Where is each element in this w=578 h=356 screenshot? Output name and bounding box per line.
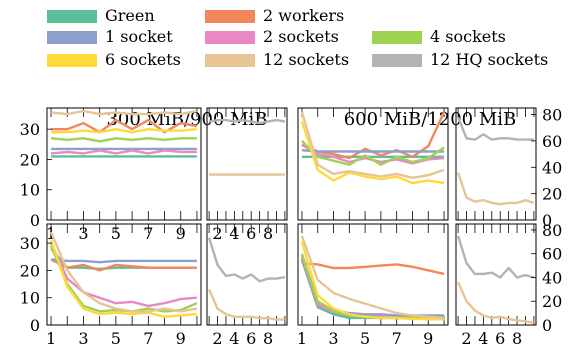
legend-swatch: [47, 10, 97, 23]
y-tick-label: 30: [20, 120, 40, 139]
x-tick-label: 5: [111, 329, 121, 348]
legend-label: Green: [105, 6, 155, 25]
panel-frame: [298, 224, 448, 325]
y-tick-label: 60: [542, 132, 562, 151]
series-line-4-sockets: [51, 138, 197, 141]
legend-label: 12 sockets: [263, 50, 349, 69]
y-tick-label: 80: [542, 221, 562, 240]
x-tick-label: 3: [328, 329, 338, 348]
x-tick-label: 4: [229, 329, 239, 348]
legend-swatch: [47, 31, 97, 44]
legend-swatch: [372, 54, 422, 67]
y-tick-label: 10: [20, 289, 40, 308]
x-tick-label: 3: [78, 329, 88, 348]
series-line-12-sockets: [458, 282, 534, 322]
y-tick-label: 20: [542, 292, 562, 311]
x-tick-label: 9: [176, 329, 186, 348]
x-tick-label: 4: [478, 329, 488, 348]
panel-7: 1 3 5 7 9: [297, 224, 448, 348]
legend: Green 2 workers 1 socket 2 sockets 4 sockets…: [47, 6, 548, 69]
y-tick-label: 40: [542, 158, 562, 177]
y-tick-label: 10: [20, 181, 40, 200]
y-tick-label: 20: [542, 185, 562, 204]
legend-label: 1 socket: [105, 27, 173, 46]
legend-swatch: [205, 10, 255, 23]
legend-entry-12-sockets: 12 sockets: [205, 50, 349, 69]
legend-label: 2 sockets: [263, 27, 339, 46]
legend-label: 12 HQ sockets: [430, 50, 548, 69]
legend-entry-1-socket: 1 socket: [47, 27, 173, 46]
x-tick-label: 1: [46, 329, 56, 348]
legend-entry-4-sockets: 4 sockets: [372, 27, 506, 46]
y-tick-label: 20: [20, 261, 40, 280]
y-tick-label: 20: [20, 150, 40, 169]
legend-label: 4 sockets: [430, 27, 506, 46]
series-line-6-sockets: [51, 129, 197, 132]
x-tick-label: 6: [495, 329, 505, 348]
x-tick-label: 7: [392, 329, 402, 348]
y-tick-label: 40: [542, 268, 562, 287]
series-line-2-sockets: [51, 243, 197, 306]
x-tick-label: 9: [423, 329, 433, 348]
y-tick-label: 80: [542, 106, 562, 125]
panel-8: 0 20 40 60 80 2 4 6 8: [456, 221, 562, 348]
legend-swatch: [205, 54, 255, 67]
series-line-12-sockets: [209, 290, 285, 320]
x-tick-label: 6: [246, 329, 256, 348]
y-tick-label: 0: [542, 316, 552, 335]
legend-swatch: [47, 54, 97, 67]
legend-label: 2 workers: [263, 6, 344, 25]
legend-entry-2-sockets: 2 sockets: [205, 27, 339, 46]
x-tick-label: 5: [360, 329, 370, 348]
y-tick-label: 30: [20, 234, 40, 253]
x-tick-label: 8: [263, 329, 273, 348]
y-tick-label: 0: [30, 316, 40, 335]
y-tick-label: 60: [542, 245, 562, 264]
legend-entry-2-workers: 2 workers: [205, 6, 344, 25]
chart-title-right: 600 MiB/1200 MiB: [344, 109, 517, 130]
legend-label: 6 sockets: [105, 50, 181, 69]
legend-entry-12-hq-sockets: 12 HQ sockets: [372, 50, 548, 69]
series-line-1-socket: [302, 150, 444, 151]
x-tick-label: 2: [461, 329, 471, 348]
series-line-1-socket: [51, 260, 197, 263]
legend-entry-green: Green: [47, 6, 155, 25]
legend-swatch: [205, 31, 255, 44]
x-tick-label: 7: [143, 329, 153, 348]
x-tick-label: 1: [297, 329, 307, 348]
x-tick-label: 8: [512, 329, 522, 348]
series-line-2-sockets: [51, 150, 197, 153]
series-line-12-sockets: [458, 173, 534, 205]
legend-swatch: [372, 31, 422, 44]
x-tick-label: 2: [212, 329, 222, 348]
series-line-12-hq-sockets: [458, 236, 534, 278]
series-line-2-workers: [302, 263, 444, 274]
legend-entry-6-sockets: 6 sockets: [47, 50, 181, 69]
series-line-12-hq-sockets: [209, 238, 285, 282]
y-tick-label: 0: [30, 211, 40, 230]
